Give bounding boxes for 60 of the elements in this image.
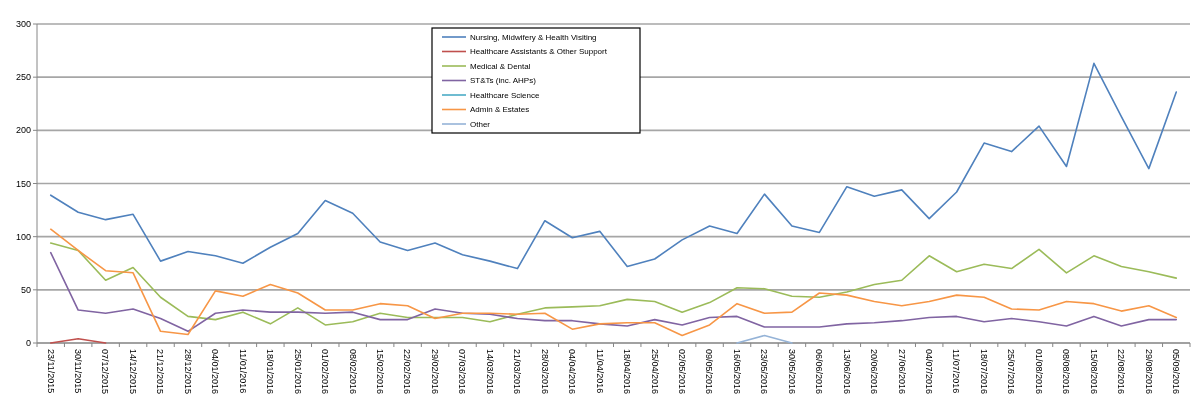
legend-label: Nursing, Midwifery & Health Visiting [470, 32, 597, 42]
x-tick-label: 23/11/2015 [45, 349, 56, 394]
x-tick-label: 04/01/2016 [210, 349, 221, 395]
legend-label: Admin & Estates [470, 105, 530, 115]
x-tick-label: 14/12/2015 [127, 349, 138, 395]
x-tick-label: 20/06/2016 [869, 349, 880, 395]
line-series [49, 62, 1178, 270]
line-series [49, 251, 1178, 333]
x-tick-label: 08/08/2016 [1061, 349, 1072, 395]
x-tick-label: 11/01/2016 [237, 349, 248, 394]
legend-label: Medical & Dental [470, 61, 531, 71]
x-tick-label: 25/01/2016 [292, 349, 303, 395]
x-tick-label: 18/01/2016 [265, 349, 276, 395]
x-tick-label: 27/06/2016 [896, 349, 907, 395]
x-tick-label: 15/08/2016 [1088, 349, 1099, 395]
y-tick-label: 150 [15, 178, 31, 189]
x-tick-label: 01/08/2016 [1033, 349, 1044, 395]
x-tick-label: 16/05/2016 [731, 349, 742, 395]
legend-label: Healthcare Science [470, 90, 540, 100]
y-tick-label: 100 [15, 231, 31, 242]
legend-label: ST&Ts (inc. AHPs) [470, 76, 537, 86]
x-tick-label: 11/07/2016 [951, 349, 962, 394]
y-tick-label: 0 [25, 338, 31, 349]
x-tick-label: 21/12/2015 [155, 349, 166, 395]
x-tick-label: 09/05/2016 [704, 349, 715, 395]
y-tick-label: 200 [15, 125, 31, 136]
line-series [49, 228, 1178, 337]
x-tick-label: 04/04/2016 [567, 349, 578, 395]
x-tick-label: 29/02/2016 [429, 349, 440, 395]
x-tick-label: 08/02/2016 [347, 349, 358, 395]
x-tick-label: 30/05/2016 [786, 349, 797, 395]
y-tick-label: 50 [20, 284, 31, 295]
x-tick-label: 11/04/2016 [594, 349, 605, 394]
x-tick-label: 23/05/2016 [759, 349, 770, 395]
legend-label: Healthcare Assistants & Other Support [470, 47, 608, 57]
x-tick-label: 15/02/2016 [375, 349, 385, 395]
x-tick-label: 28/12/2015 [182, 349, 193, 395]
x-tick-label: 04/07/2016 [924, 349, 935, 395]
x-tick-label: 29/08/2016 [1143, 349, 1154, 395]
legend-label: Other [470, 119, 491, 129]
x-tick-label: 21/03/2016 [512, 349, 523, 395]
x-tick-label: 02/05/2016 [676, 349, 687, 395]
x-tick-label: 05/09/2016 [1171, 349, 1182, 395]
x-tick-label: 18/07/2016 [978, 349, 989, 395]
x-tick-label: 14/03/2016 [484, 349, 495, 395]
x-tick-label: 01/02/2016 [320, 349, 331, 395]
x-tick-label: 25/04/2016 [649, 349, 660, 395]
x-tick-label: 30/11/2015 [73, 349, 84, 394]
x-tick-label: 28/03/2016 [539, 349, 550, 395]
x-tick-label: 18/04/2016 [622, 349, 633, 395]
x-tick-label: 22/08/2016 [1116, 349, 1127, 395]
x-tick-label: 22/02/2016 [402, 349, 413, 395]
x-tick-label: 06/06/2016 [814, 349, 825, 395]
x-tick-label: 13/06/2016 [841, 349, 852, 395]
line-series [49, 242, 1178, 326]
x-tick-label: 25/07/2016 [1006, 349, 1017, 395]
y-tick-label: 300 [15, 19, 31, 30]
x-tick-label: 07/03/2016 [457, 349, 468, 395]
x-tick-label: 07/12/2015 [100, 349, 111, 395]
y-tick-label: 250 [15, 72, 31, 83]
